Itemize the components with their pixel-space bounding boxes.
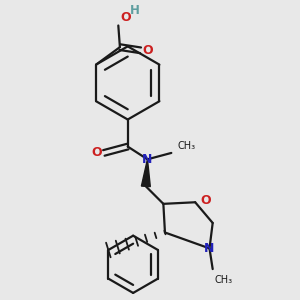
Polygon shape — [141, 159, 150, 187]
Text: N: N — [142, 153, 153, 166]
Text: O: O — [92, 146, 102, 159]
Text: O: O — [120, 11, 130, 24]
Text: N: N — [204, 242, 215, 255]
Text: CH₃: CH₃ — [178, 141, 196, 151]
Text: H: H — [129, 4, 139, 16]
Text: CH₃: CH₃ — [214, 275, 232, 285]
Text: O: O — [200, 194, 211, 207]
Text: O: O — [142, 44, 153, 57]
